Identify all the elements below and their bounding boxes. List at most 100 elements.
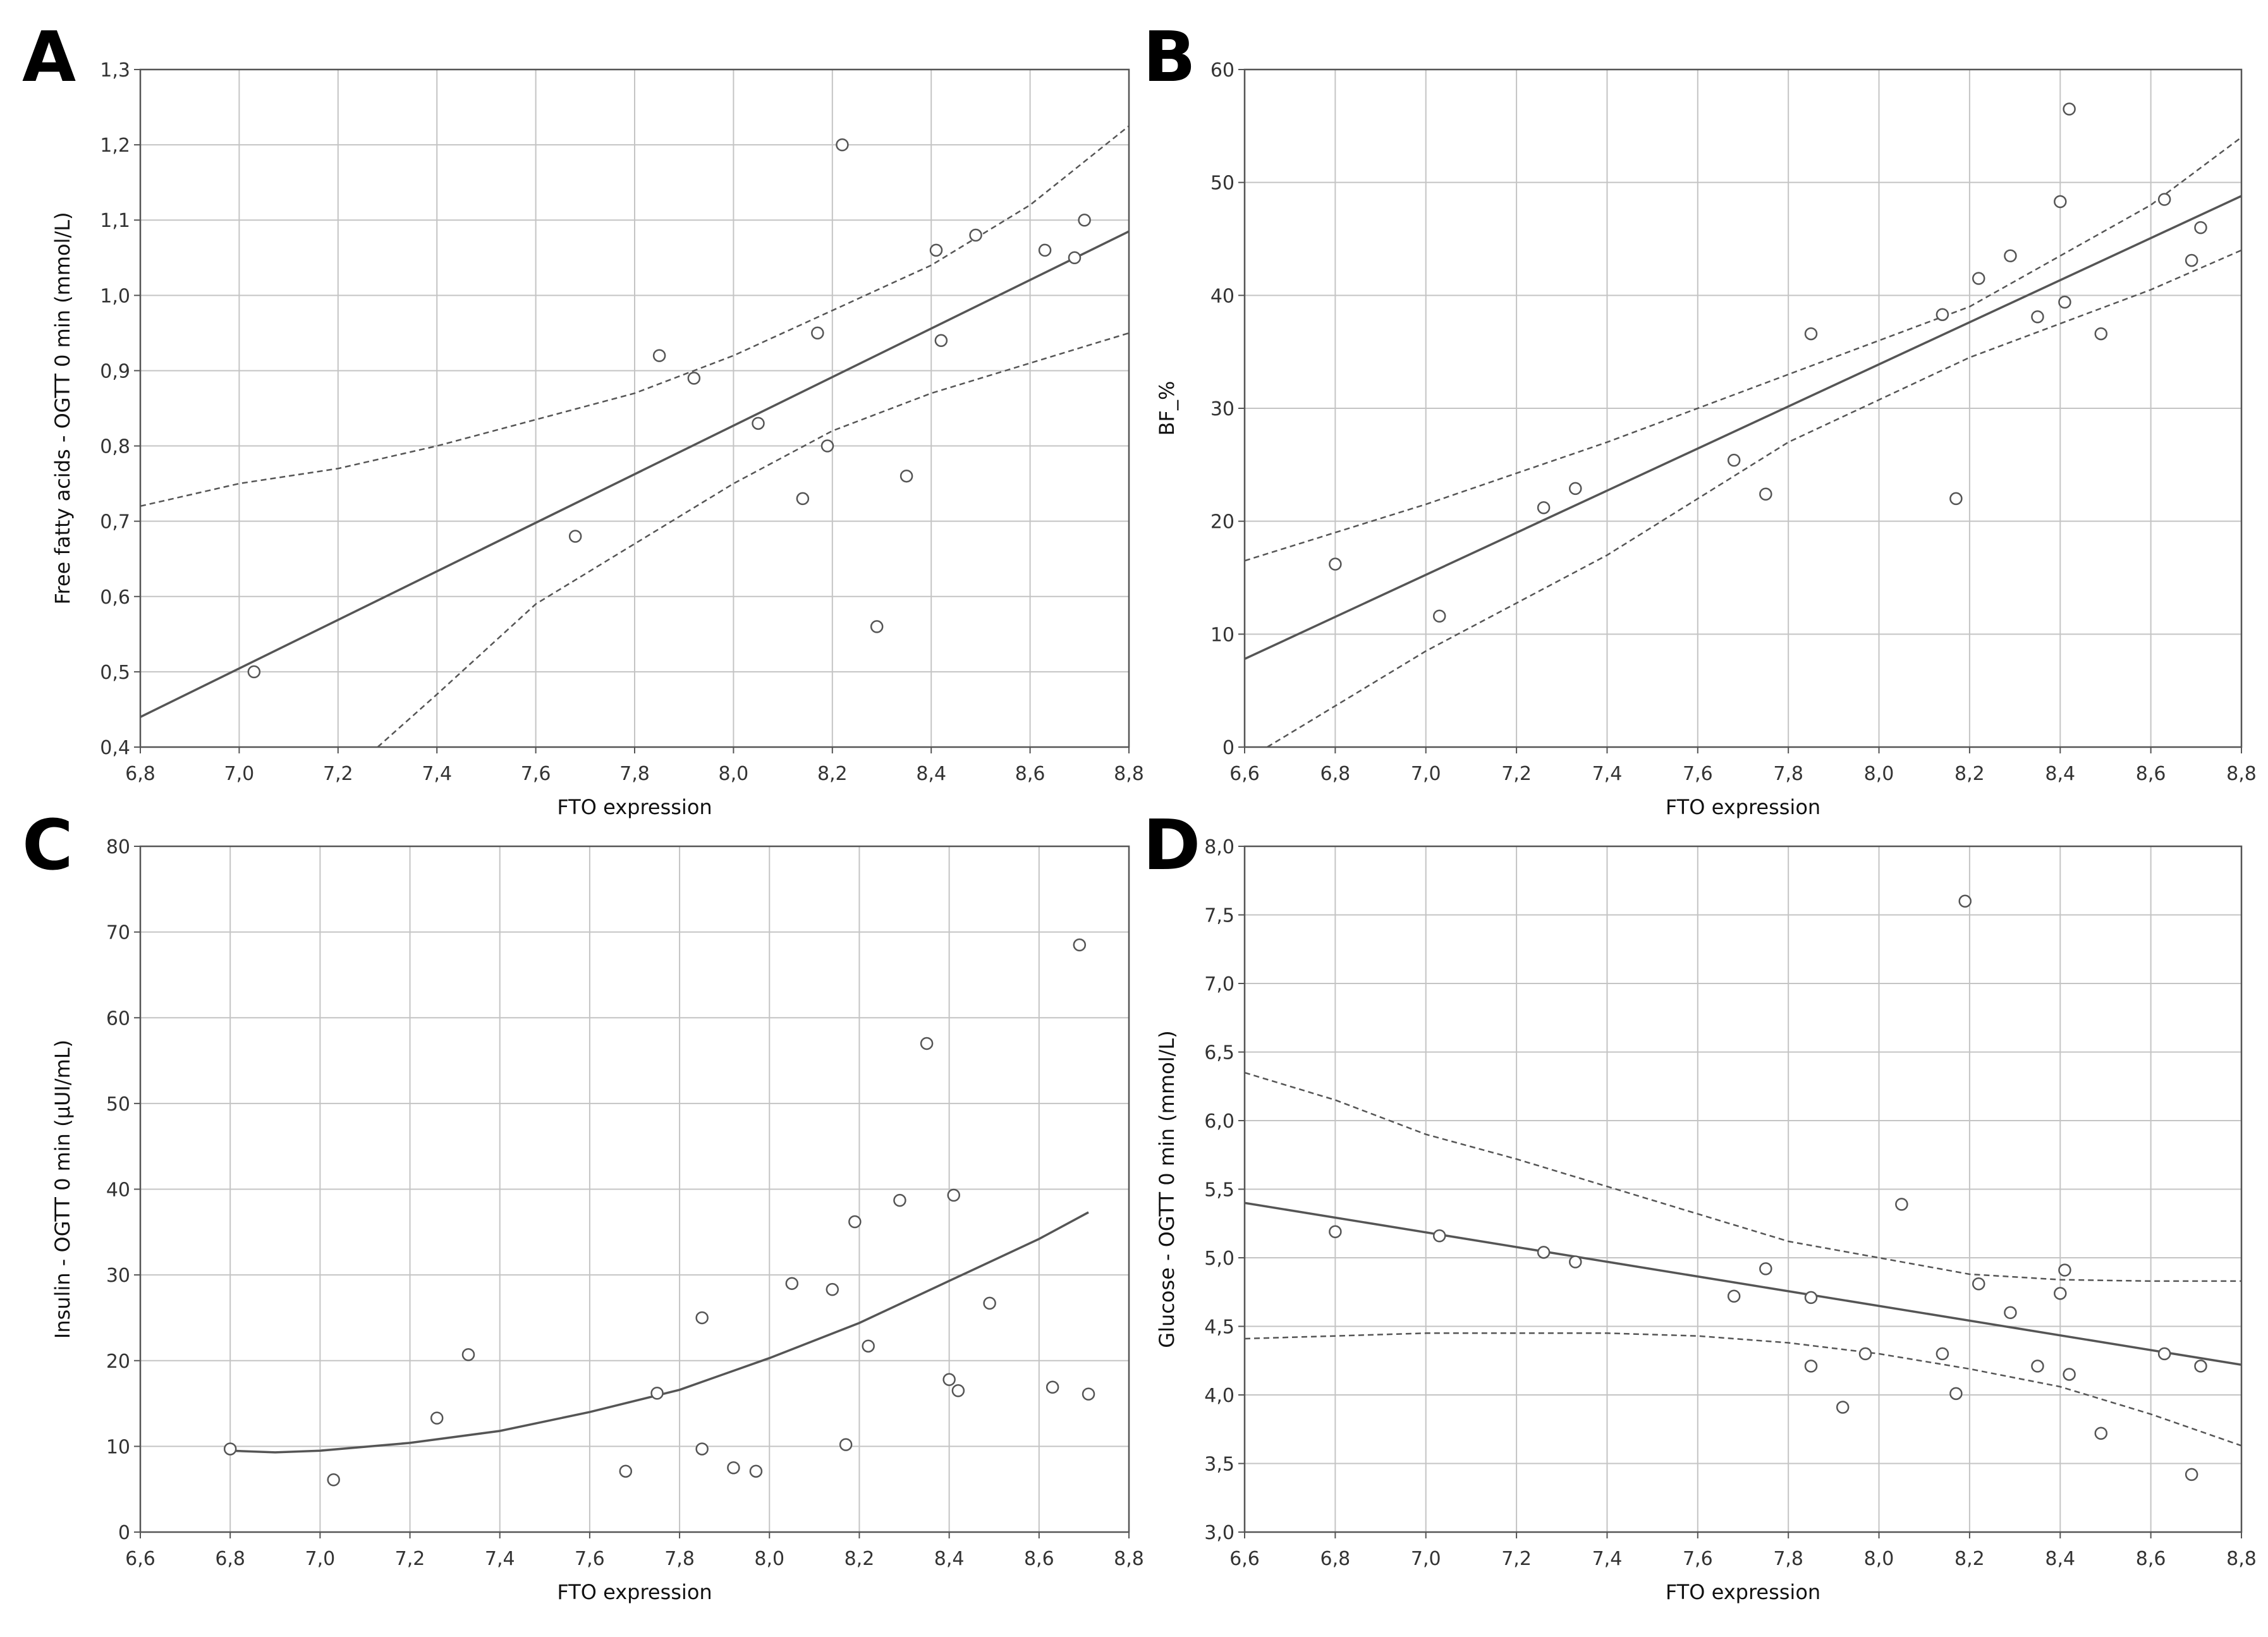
x-tick-label: 8,4 [2045,763,2075,785]
x-axis-label: FTO expression [1666,1580,1820,1604]
x-tick-label: 7,4 [422,763,452,785]
y-axis-label: Free fatty acids - OGTT 0 min (mmol/L) [51,212,75,604]
panel-letter-a: A [22,16,76,97]
y-tick-label: 40 [106,1179,130,1202]
data-point [820,439,834,453]
data-point [1958,894,1972,908]
y-tick-label: 0,4 [100,737,130,759]
ci-lower-line [1245,1332,2241,1447]
fit-line [140,230,1129,718]
data-point [327,1473,340,1487]
data-point [920,1037,934,1050]
panel-a: A 6,8 7,0 7,2 7,4 7,6 7,8 8,0 8,2 8,4 8,6 8,8 0,4 0,… [22,16,1144,819]
x-tick-label: 7,0 [1411,1548,1441,1570]
x-tick-label: 7,4 [485,1548,515,1570]
data-point [1804,1291,1818,1305]
x-tick-label: 7,4 [1592,1548,1623,1570]
data-point [687,372,701,385]
data-point [2063,102,2076,116]
data-point [862,1339,875,1353]
data-point [2157,1347,2171,1361]
y-tick-label: 30 [1210,398,1235,420]
data-point [652,349,666,362]
data-point [2004,1306,2017,1320]
y-axis-label: Insulin - OGTT 0 min (µUI/mL) [51,1040,75,1339]
data-point [1068,251,1082,265]
x-tick-label: 7,8 [1773,763,1803,785]
y-tick-label: 5,0 [1204,1248,1235,1270]
x-tick-label: 8,0 [1864,1548,1894,1570]
data-point [650,1387,664,1400]
data-point [1038,243,1052,257]
data-point [2194,221,2207,234]
x-tick-label: 7,6 [1683,763,1713,785]
data-point [934,334,948,348]
y-tick-label: 50 [106,1093,130,1116]
x-tick-label: 6,8 [125,763,155,785]
x-tick-label: 7,2 [1501,763,1532,785]
x-axis-label: FTO expression [557,795,712,819]
data-point [947,1188,960,1202]
plot-frame [139,845,1130,1533]
data-point [2185,1468,2198,1482]
data-point [2054,1287,2067,1300]
y-tick-label: 0,5 [100,662,130,684]
y-tick-label: 1,0 [100,285,130,307]
x-tick-label: 6,6 [1229,763,1260,785]
x-tick-label: 8,0 [754,1548,784,1570]
data-point [796,492,810,506]
y-tick-label: 6,0 [1204,1111,1235,1133]
panel-letter-b: B [1143,16,1196,97]
data-point [1804,1360,1818,1373]
x-tick-label: 8,2 [817,763,848,785]
data-point [749,1464,763,1478]
x-tick-label: 8,8 [2226,1548,2257,1570]
y-axis-label: BF_% [1155,381,1179,436]
plot-frame [139,68,1130,748]
x-tick-label: 7,6 [1683,1548,1713,1570]
data-point [1569,1255,1582,1269]
x-tick-label: 7,6 [521,763,551,785]
data-point [1949,492,1963,506]
x-tick-label: 6,6 [125,1548,155,1570]
data-point [1804,327,1818,341]
data-point [1537,501,1551,514]
y-tick-label: 60 [1210,59,1235,82]
y-tick-label: 0,8 [100,436,130,458]
ci-upper-line [1245,137,2241,562]
data-point [1569,482,1582,496]
data-point [430,1411,444,1425]
data-point [2185,253,2198,267]
y-tick-label: 20 [106,1351,130,1373]
x-tick-label: 7,4 [1592,763,1623,785]
x-tick-label: 8,6 [2136,1548,2166,1570]
data-point [2054,195,2067,209]
x-tick-label: 8,4 [2045,1548,2075,1570]
panel-c: C 6,6 6,8 7,0 7,2 7,4 7,6 7,8 8,0 8,2 8,4 8,6 8,8 0 1… [22,805,1144,1604]
y-tick-label: 6,5 [1204,1042,1235,1064]
x-tick-label: 8,4 [934,1548,965,1570]
data-point [951,1384,965,1397]
y-tick-label: 4,5 [1204,1317,1235,1339]
x-tick-label: 6,8 [1320,763,1351,785]
data-point [727,1461,740,1475]
x-axis-label: FTO expression [1666,795,1820,819]
y-tick-label: 40 [1210,285,1235,307]
x-tick-label: 8,6 [1015,763,1046,785]
data-point [2194,1360,2207,1373]
x-tick-label: 8,6 [2136,763,2166,785]
data-point [752,417,765,430]
data-point [247,665,261,679]
y-tick-label: 4,0 [1204,1385,1235,1407]
y-tick-label: 0 [118,1522,130,1544]
data-point [983,1296,996,1310]
data-point [2004,249,2017,263]
data-point [2157,193,2171,206]
fit-line [230,1211,1089,1454]
plot-frame [1243,68,2243,748]
data-point [1727,1289,1741,1303]
y-axis-label: Glucose - OGTT 0 min (mmol/L) [1155,1030,1179,1348]
x-tick-label: 7,0 [1411,763,1441,785]
x-tick-label: 7,0 [224,763,255,785]
